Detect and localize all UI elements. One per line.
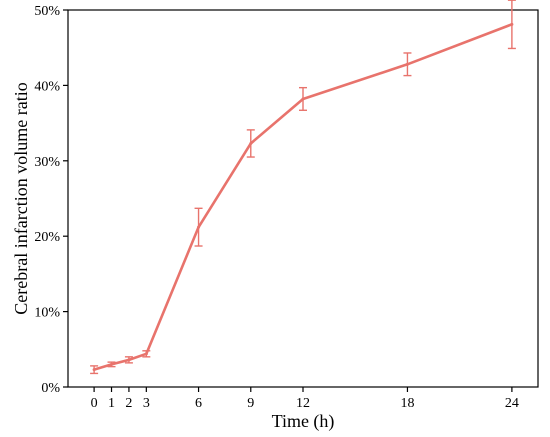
data-point: [301, 97, 305, 101]
y-tick-label: 50%: [34, 4, 60, 19]
data-point: [92, 368, 96, 372]
x-tick-label: 2: [125, 396, 132, 411]
x-tick-label: 12: [296, 396, 310, 411]
x-tick-label: 1: [108, 396, 115, 411]
x-axis-title: Time (h): [272, 411, 335, 432]
x-tick-label: 24: [505, 396, 519, 411]
data-point: [197, 225, 201, 229]
y-tick-label: 10%: [34, 306, 60, 321]
plot-frame: [67, 9, 539, 388]
y-tick-label: 20%: [34, 230, 60, 245]
data-point: [110, 362, 114, 366]
y-tick-label: 0%: [41, 381, 60, 396]
data-point: [249, 141, 253, 145]
y-tick-label: 30%: [34, 155, 60, 170]
x-tick-label: 3: [143, 396, 150, 411]
x-tick-label: 9: [247, 396, 254, 411]
data-point: [127, 358, 131, 362]
y-tick-label: 40%: [34, 79, 60, 94]
y-axis-title: Cerebral infarction volume ratio: [11, 82, 31, 314]
plot-area: 0 1 2 3 6 9 12 18 240%10%20%30%40%50%: [34, 0, 539, 411]
x-tick-label: 6: [195, 396, 202, 411]
data-point: [144, 352, 148, 356]
series-line: [93, 23, 513, 371]
data-point: [405, 62, 409, 66]
x-tick-label: 0: [91, 396, 98, 411]
x-tick-label: 18: [400, 396, 414, 411]
data-point: [510, 22, 514, 26]
